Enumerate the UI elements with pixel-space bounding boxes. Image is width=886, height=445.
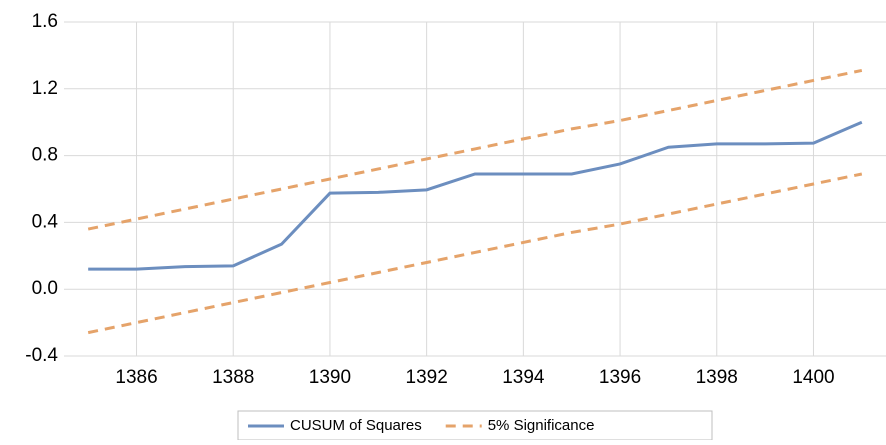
series-line (87, 172, 863, 335)
x-tick-label: 1392 (406, 367, 448, 388)
legend-text: CUSUM of Squares (290, 417, 422, 434)
y-tick-label: 1.2 (32, 78, 58, 99)
x-tick-label: 1388 (212, 367, 254, 388)
legend-text: 5% Significance (488, 417, 595, 434)
x-tick-label: 1394 (502, 367, 545, 388)
x-tick-label: 1390 (309, 367, 351, 388)
y-tick-label: -0.4 (25, 345, 58, 366)
series-line (88, 120, 863, 271)
x-tick-label: 1386 (115, 367, 157, 388)
y-tick-label: 0.0 (32, 278, 58, 299)
x-tick-label: 1400 (792, 367, 834, 388)
y-tick-label: 0.4 (32, 211, 59, 232)
x-tick-label: 1396 (599, 367, 641, 388)
x-tick-label: 1398 (696, 367, 738, 388)
y-tick-label: 0.8 (32, 145, 58, 166)
series-line (87, 68, 863, 231)
y-tick-label: 1.6 (32, 11, 58, 32)
